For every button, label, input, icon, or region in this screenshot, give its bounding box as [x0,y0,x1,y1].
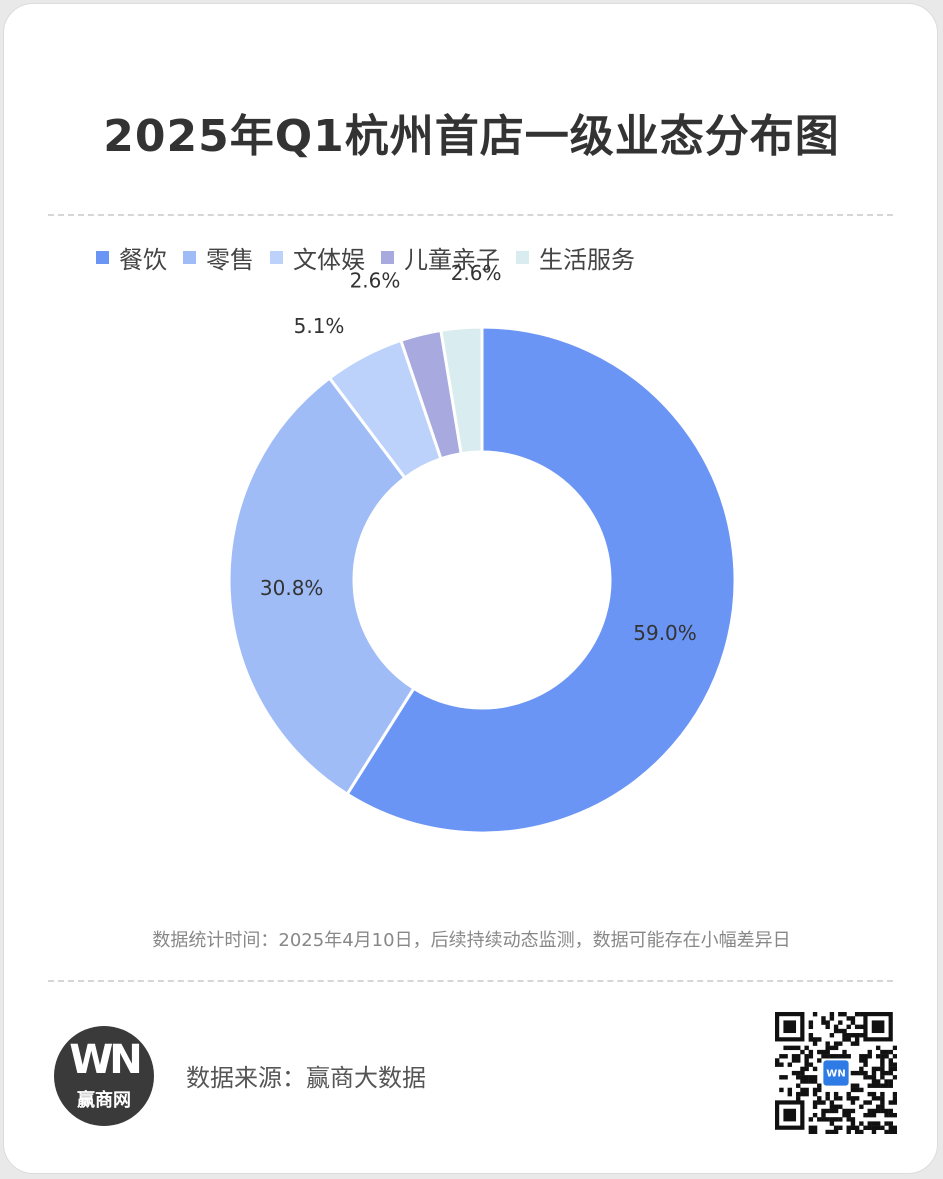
legend-swatch [516,251,529,264]
legend-label: 生活服务 [539,246,635,274]
legend-item: 餐饮 [96,240,167,275]
logo-text: 赢商网 [77,1090,131,1111]
data-label: 2.6% [451,261,502,285]
page-title: 2025年Q1杭州首店一级业态分布图 [103,111,840,162]
data-label: 5.1% [294,314,345,338]
data-label: 30.8% [260,576,324,600]
top-divider [48,214,893,216]
legend-item: 生活服务 [516,240,635,275]
data-label: 2.6% [350,269,401,293]
footnote: 数据统计时间：2025年4月10日，后续持续动态监测，数据可能存在小幅差异日 [152,930,791,951]
brand-logo: WN 赢商网 [54,1026,154,1126]
qr-code-icon: WN [775,1012,897,1134]
donut-slice [227,375,416,797]
donut-slice [439,325,484,456]
legend-label: 文体娱 [293,246,365,274]
legend-label: 儿童亲子 [404,246,500,274]
legend-item: 零售 [183,240,254,275]
donut-chart: 59.0%30.8%5.1%2.6% 2.6% [227,261,737,835]
legend-item: 儿童亲子 [381,240,500,275]
legend-swatch [183,251,196,264]
legend-swatch [381,251,394,264]
qr-center-mark: WN [826,1068,845,1079]
legend-label: 零售 [206,246,254,274]
legend-label: 餐饮 [119,246,167,274]
data-label: 59.0% [633,621,697,645]
logo-mark: WN [69,1037,143,1083]
bottom-divider [48,980,893,982]
legend: 餐饮 零售 文体娱 儿童亲子 生活服务 [96,240,651,275]
donut-slice [345,325,737,835]
legend-swatch [96,251,109,264]
source-text: 数据来源：赢商大数据 [186,1064,426,1092]
legend-swatch [270,251,283,264]
legend-item: 文体娱 [270,240,365,275]
chart-card [3,3,938,1174]
